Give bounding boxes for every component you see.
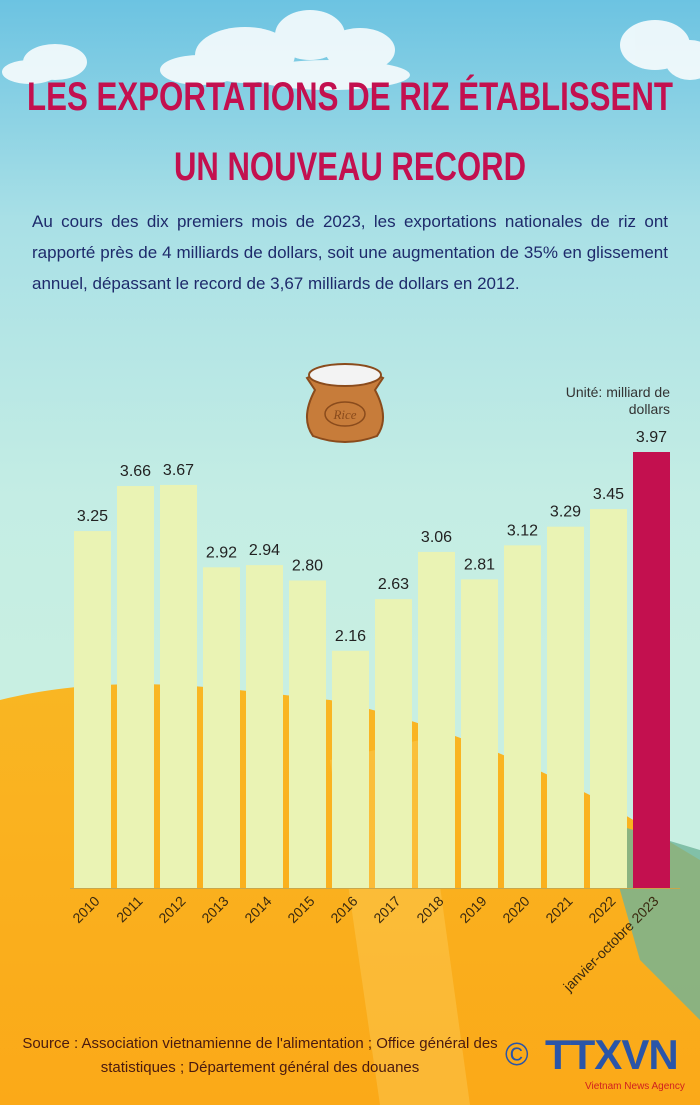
value-label: 3.06 (421, 529, 452, 546)
category-label: 2020 (499, 893, 532, 926)
value-label: 3.25 (77, 508, 108, 525)
bar-2013 (203, 567, 240, 888)
rice-sack-icon: Rice (305, 363, 385, 443)
bar-2015 (289, 580, 326, 888)
category-label: 2013 (198, 893, 231, 926)
value-label: 3.66 (120, 463, 151, 480)
value-label: 3.12 (507, 522, 538, 539)
value-label: 3.67 (163, 462, 194, 479)
logo-text: TTXVN (545, 1031, 679, 1078)
category-label: 2019 (456, 893, 489, 926)
bar-2010 (74, 531, 111, 888)
bar-2019 (461, 579, 498, 888)
page-title-line2: UN NOUVEAU RECORD (174, 145, 526, 189)
bar-2018 (418, 551, 455, 888)
category-label: 2014 (241, 893, 274, 926)
category-label: 2016 (327, 893, 360, 926)
category-label: 2017 (370, 893, 403, 926)
page-title: LES EXPORTATIONS DE RIZ ÉTABLISSENT UN N… (27, 74, 673, 189)
logo-subtitle: Vietnam News Agency (585, 1081, 685, 1092)
bar-2016 (332, 650, 369, 888)
bar-2012 (160, 484, 197, 888)
category-label: 2022 (585, 893, 618, 926)
value-label: 3.29 (550, 504, 581, 521)
svg-text:Rice: Rice (332, 407, 356, 422)
bar-2022 (590, 509, 627, 888)
value-label: 2.92 (206, 544, 237, 561)
value-label: 3.45 (593, 486, 624, 503)
value-label: 2.81 (464, 556, 495, 573)
value-label: 2.63 (378, 576, 409, 593)
category-label: 2018 (413, 893, 446, 926)
category-label: 2015 (284, 893, 317, 926)
page-title-line1: LES EXPORTATIONS DE RIZ ÉTABLISSENT (27, 74, 673, 119)
category-label: 2021 (542, 893, 575, 926)
value-label: 2.16 (335, 628, 366, 645)
category-label: 2010 (69, 893, 102, 926)
bar-janvier-octobre 2023 (633, 452, 670, 888)
category-label: 2012 (155, 893, 188, 926)
ttxvn-logo: © TTXVN Vietnam News Agency (505, 1033, 695, 1098)
bar-2021 (547, 526, 584, 888)
clouds (2, 10, 700, 90)
bar-2017 (375, 599, 412, 888)
source-note: Source : Association vietnamienne de l'a… (22, 1035, 498, 1076)
unit-label: Unité: milliard de dollars (565, 384, 670, 417)
bar-2011 (117, 486, 154, 888)
copyright-icon: © (505, 1036, 529, 1072)
category-label: 2011 (113, 893, 146, 926)
intro-text: Au cours des dix premiers mois de 2023, … (32, 212, 668, 293)
bar-2020 (504, 545, 541, 888)
bar-2014 (246, 565, 283, 888)
value-label: 3.97 (636, 429, 667, 446)
value-label: 2.80 (292, 557, 323, 574)
value-label: 2.94 (249, 542, 280, 559)
